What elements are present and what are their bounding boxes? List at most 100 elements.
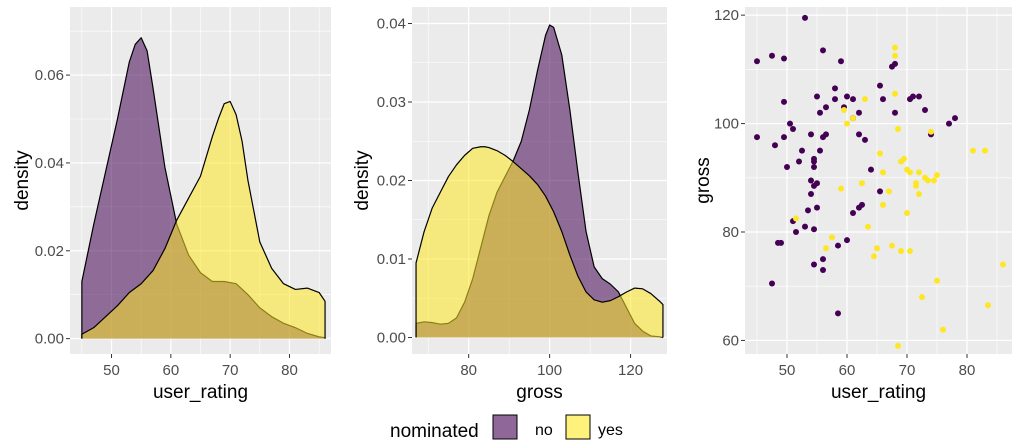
scatter-point-no (844, 93, 850, 100)
scatter-point-no (850, 210, 856, 217)
density-area-yes (416, 146, 663, 338)
scatter-point-no (811, 158, 817, 165)
scatter-point-no (814, 180, 820, 187)
y-tick-label: 0.06 (35, 67, 64, 84)
scatter-point-yes (916, 191, 922, 198)
scatter-point-yes (892, 44, 898, 51)
x-axis-title: gross (516, 382, 562, 403)
scatter-point-no (922, 107, 928, 114)
panel-3: 50 60 70 80 60 80 100 120 user_rating gross (693, 7, 1012, 403)
y-tick-label: 0.01 (377, 251, 406, 268)
scatter-point-no (823, 131, 829, 138)
y-tick-label: 0.00 (35, 331, 64, 348)
scatter-point-no (784, 163, 790, 170)
scatter-point-yes (823, 245, 829, 252)
scatter-point-no (814, 204, 820, 211)
scatter-point-no (952, 115, 958, 122)
scatter-point-no (838, 58, 844, 65)
legend-label-no: no (535, 422, 553, 439)
scatter-point-no (769, 280, 775, 287)
density-line-yes (415, 146, 664, 338)
scatter-point-yes (880, 169, 886, 176)
x-tick-label: 80 (460, 362, 477, 379)
scatter-point-no (796, 158, 802, 165)
scatter-point-no (820, 256, 826, 263)
x-tick-label: 120 (618, 362, 643, 379)
scatter-point-yes (907, 247, 913, 254)
scatter-point-yes (838, 185, 844, 192)
scatter-point-no (820, 47, 826, 54)
scatter-point-yes (1000, 261, 1006, 268)
scatter-point-no (808, 177, 814, 184)
scatter-point-yes (880, 201, 886, 208)
density-line-yes (81, 100, 326, 339)
y-tick-label: 0.03 (377, 94, 406, 111)
legend-key-yes (565, 414, 591, 440)
scatter-point-no (844, 237, 850, 244)
scatter-point-yes (901, 155, 907, 162)
scatter-point-no (781, 134, 787, 141)
scatter-point-no (862, 136, 868, 143)
scatter-point-no (808, 131, 814, 138)
scatter-point-yes (904, 210, 910, 217)
chart-panels: 50 60 70 80 0.00 0.02 0.04 0.06 user_rating densi… (12, 7, 1012, 403)
scatter-point-no (781, 98, 787, 105)
scatter-point-no (769, 52, 775, 59)
scatter-point-yes (934, 172, 940, 179)
y-axis-title: gross (693, 157, 714, 203)
y-tick-label: 0.02 (377, 173, 406, 190)
scatter-point-no (856, 109, 862, 116)
scatter-point-no (817, 147, 823, 154)
x-tick-label: 60 (162, 362, 179, 379)
scatter-point-yes (934, 277, 940, 284)
scatter-point-yes (850, 115, 856, 122)
scatter-point-no (859, 201, 865, 208)
y-axis-title: density (352, 150, 373, 211)
scatter-point-yes (925, 177, 931, 184)
panel-1: 50 60 70 80 0.00 0.02 0.04 0.06 user_rating densi… (12, 7, 331, 403)
scatter-point-no (808, 191, 814, 198)
legend-title: nominated (390, 421, 479, 442)
x-tick-label: 100 (537, 362, 562, 379)
scatter-point-yes (874, 245, 880, 252)
scatter-point-yes (859, 180, 865, 187)
y-tick-label: 80 (722, 224, 739, 241)
scatter-point-no (787, 120, 793, 127)
scatter-point-yes (895, 342, 901, 349)
scatter-point-yes (895, 125, 901, 132)
scatter-point-yes (892, 52, 898, 59)
scatter-point-no (868, 166, 874, 173)
scatter-point-yes (931, 177, 937, 184)
scatter-point-yes (916, 169, 922, 176)
x-tick-label: 50 (779, 362, 796, 379)
scatter-point-yes (877, 150, 883, 157)
scatter-point-no (814, 93, 820, 100)
scatter-point-no (832, 85, 838, 92)
x-tick-label: 50 (103, 362, 120, 379)
scatter-point-no (877, 188, 883, 195)
scatter-point-yes (985, 302, 991, 309)
legend-label-yes: yes (598, 422, 623, 439)
scatter-point-no (799, 147, 805, 154)
scatter-point-no (820, 266, 826, 273)
scatter-point-no (754, 134, 760, 141)
legend: nominated no yes (390, 414, 623, 442)
scatter-point-yes (928, 128, 934, 135)
x-tick-label: 60 (839, 362, 856, 379)
density-area-yes (81, 101, 326, 339)
y-axis-title: density (12, 150, 33, 211)
scatter-point-no (880, 96, 886, 103)
scatter-point-yes (919, 294, 925, 301)
scatter-point-yes (844, 120, 850, 127)
scatter-point-yes (982, 147, 988, 154)
y-tick-label: 100 (714, 116, 739, 133)
scatter-point-no (754, 58, 760, 65)
scatter-point-no (802, 223, 808, 230)
x-axis-title: user_rating (831, 382, 926, 403)
scatter-point-no (790, 125, 796, 132)
scatter-point-no (811, 261, 817, 268)
scatter-point-yes (829, 234, 835, 241)
scatter-point-no (805, 207, 811, 214)
scatter-point-yes (898, 247, 904, 254)
